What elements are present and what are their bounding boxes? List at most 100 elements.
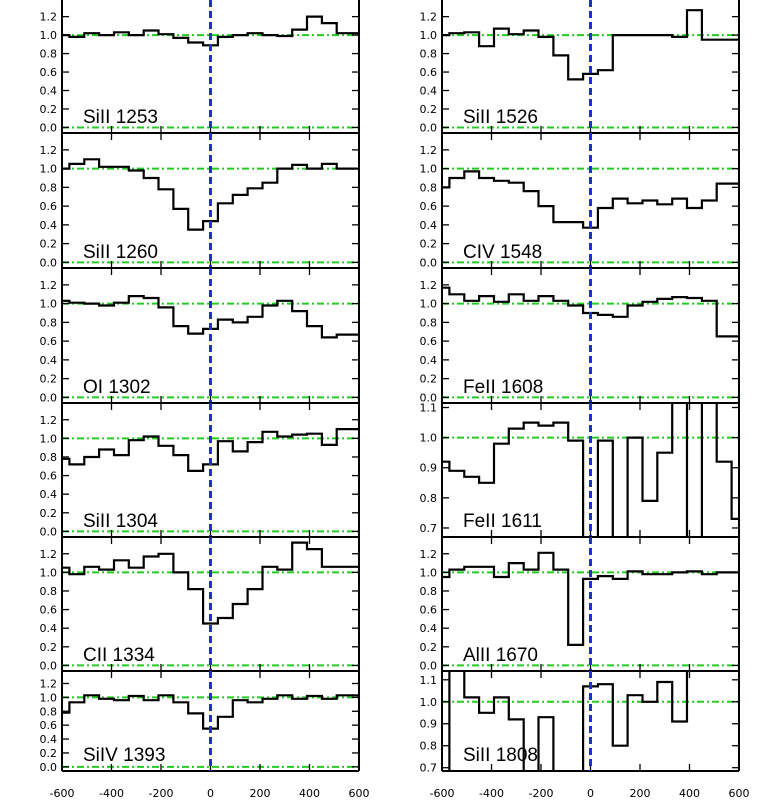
y-tick-label: 0.7 [420, 762, 438, 775]
y-tick-label: 0.8 [40, 181, 58, 194]
y-tick-label: 0.8 [40, 585, 58, 598]
y-tick-label: 0.6 [420, 604, 438, 617]
chart-panel: 0.0 0.2 0.4 0.6 0.8 1.0 1.2 SiII 1304 [40, 402, 360, 538]
y-tick-label: 0.2 [40, 641, 58, 654]
y-tick-label: 0.0 [420, 659, 438, 672]
y-tick-label: 0.6 [40, 66, 58, 79]
y-tick-label: 1.2 [40, 279, 58, 292]
x-tick-label: -600 [50, 787, 75, 800]
y-tick-label: 0.4 [420, 219, 438, 232]
y-tick-label: 0.2 [420, 238, 438, 251]
y-tick-label: 0.8 [40, 705, 58, 718]
x-tick-label: -600 [430, 787, 455, 800]
y-tick-label: 0.2 [40, 238, 58, 251]
y-tick-label: 0.2 [40, 747, 58, 760]
panel-ion-label: CIV 1548 [463, 242, 542, 263]
spectrum-histogram [442, 551, 739, 646]
panel-ion-label: SiIV 1393 [83, 745, 165, 766]
y-tick-label: 1.2 [40, 414, 58, 427]
y-tick-label: 0.8 [40, 316, 58, 329]
y-tick-label: 0.8 [40, 451, 58, 464]
y-tick-label: 0.0 [420, 121, 438, 134]
panel-ion-label: FeII 1611 [463, 511, 542, 532]
x-tick-label: 400 [299, 787, 320, 800]
x-tick-label: 600 [349, 787, 370, 800]
y-tick-label: 0.6 [40, 719, 58, 732]
y-tick-label: 0.0 [420, 256, 438, 269]
y-tick-label: 0.4 [40, 733, 58, 746]
y-tick-label: 1.2 [40, 678, 58, 691]
x-tick-label: 400 [679, 787, 700, 800]
chart-panel: 0.0 0.2 0.4 0.6 0.8 1.0 1.2 FeII 1608 [420, 267, 740, 404]
y-tick-label: 0.8 [420, 585, 438, 598]
y-tick-label: 0.4 [420, 85, 438, 98]
y-tick-label: 1.1 [420, 674, 438, 687]
y-tick-label: 1.0 [420, 163, 438, 176]
panel-ion-label: SiII 1260 [83, 242, 158, 263]
y-tick-label: 0.8 [420, 316, 438, 329]
spectrum-histogram [62, 295, 359, 339]
y-tick-label: 0.2 [40, 103, 58, 116]
y-tick-label: 0.6 [40, 604, 58, 617]
y-tick-label: 1.2 [420, 548, 438, 561]
panel-ion-label: OI 1302 [83, 377, 151, 398]
y-tick-label: 1.0 [40, 432, 58, 445]
y-tick-label: 0.0 [40, 659, 58, 672]
y-tick-label: 1.0 [40, 163, 58, 176]
y-tick-label: 0.6 [420, 335, 438, 348]
chart-panel: 0.7 0.8 0.9 1.0 1.1 SiII 1808 [420, 670, 740, 775]
y-tick-label: 0.2 [40, 507, 58, 520]
chart-panel: 0.0 0.2 0.4 0.6 0.8 1.0 1.2 SiII 1260 [40, 132, 360, 269]
y-tick-label: 0.4 [420, 354, 438, 367]
y-tick-label: 0.0 [40, 256, 58, 269]
panel-ion-label: SiII 1526 [463, 107, 538, 128]
chart-panel: 0.0 0.2 0.4 0.6 0.8 1.0 1.2 AlII 1670 [420, 536, 740, 672]
y-tick-label: 0.8 [40, 48, 58, 61]
chart-panel: 0.0 0.2 0.4 0.6 0.8 1.0 1.2 CII 1334 [40, 536, 360, 672]
y-tick-label: 1.2 [420, 11, 438, 24]
y-tick-label: 0.9 [420, 718, 438, 731]
y-tick-label: 1.0 [420, 298, 438, 311]
chart-panel: 0.0 0.2 0.4 0.6 0.8 1.0 1.2 SiII 1253 [40, 0, 360, 134]
y-tick-label: 0.6 [40, 200, 58, 213]
y-tick-label: 0.0 [40, 525, 58, 538]
panel-ion-label: SiII 1253 [83, 107, 158, 128]
y-tick-label: 0.4 [40, 85, 58, 98]
panel-ion-label: FeII 1608 [463, 377, 543, 398]
y-tick-label: 1.2 [420, 279, 438, 292]
x-tick-label: -200 [529, 787, 554, 800]
y-tick-label: 1.0 [40, 691, 58, 704]
y-tick-label: 0.8 [420, 740, 438, 753]
spectrum-histogram [62, 694, 359, 730]
spectrum-histogram [62, 15, 359, 47]
chart-panel: 0.0 0.2 0.4 0.6 0.8 1.0 1.2 CIV 1548 [420, 132, 740, 269]
y-tick-label: 0.0 [40, 761, 58, 774]
spectrum-histogram [62, 541, 359, 625]
x-tick-label: -200 [149, 787, 174, 800]
y-tick-label: 0.2 [420, 103, 438, 116]
y-tick-label: 0.8 [420, 492, 438, 505]
x-tick-label: 200 [250, 787, 271, 800]
y-tick-label: 0.6 [420, 66, 438, 79]
x-tick-label: 200 [630, 787, 651, 800]
y-tick-label: 0.9 [420, 462, 438, 475]
x-tick-label: 0 [207, 787, 214, 800]
y-tick-label: 1.0 [40, 566, 58, 579]
y-tick-label: 1.0 [420, 29, 438, 42]
x-tick-label: 600 [729, 787, 750, 800]
panel-ion-label: CII 1334 [83, 645, 155, 666]
y-tick-label: 1.0 [40, 298, 58, 311]
chart-panel: 0.7 0.8 0.9 1.0 1.1 FeII 1611 [420, 402, 740, 538]
y-tick-label: 0.0 [40, 121, 58, 134]
y-tick-label: 0.0 [40, 391, 58, 404]
y-tick-label: 1.2 [40, 11, 58, 24]
y-tick-label: 0.2 [40, 373, 58, 386]
spectrum-histogram [442, 9, 739, 81]
y-tick-label: 0.2 [420, 373, 438, 386]
spectrum-histogram [62, 428, 359, 472]
y-tick-label: 0.4 [420, 622, 438, 635]
y-tick-label: 1.2 [40, 548, 58, 561]
chart-panel: 0.00.20.40.60.81.01.2 SiIV 1393 [40, 670, 360, 774]
spectrum-histogram [442, 403, 739, 537]
